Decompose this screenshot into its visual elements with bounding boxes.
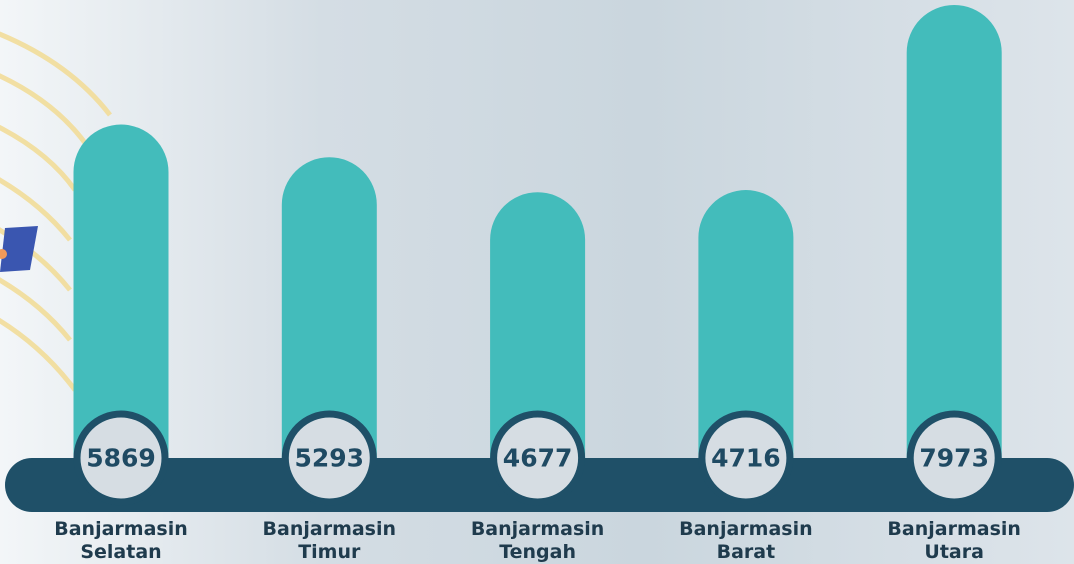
bar xyxy=(698,190,794,490)
bar xyxy=(73,124,169,490)
value-label: 4677 xyxy=(503,444,573,473)
value-label: 5293 xyxy=(295,444,365,473)
bar xyxy=(281,157,377,490)
decoration xyxy=(0,31,112,392)
value-badge xyxy=(73,410,169,506)
value-badge xyxy=(490,410,586,506)
value-label: 4716 xyxy=(711,444,781,473)
value-badge xyxy=(906,410,1002,506)
category-label: Banjarmasin Tengah xyxy=(470,518,605,563)
value-badge xyxy=(698,410,794,506)
decoration-dot xyxy=(0,249,7,259)
bar xyxy=(490,192,586,490)
category-label: Banjarmasin Utara xyxy=(887,518,1021,563)
category-label: Banjarmasin Barat xyxy=(679,518,813,563)
category-label: Banjarmasin Selatan xyxy=(54,518,188,563)
bar xyxy=(906,5,1002,491)
value-badge xyxy=(281,410,377,506)
category-label: Banjarmasin Timur xyxy=(262,518,397,563)
value-label: 7973 xyxy=(919,444,989,473)
value-label: 5869 xyxy=(86,444,156,473)
decoration-shape xyxy=(0,226,38,272)
